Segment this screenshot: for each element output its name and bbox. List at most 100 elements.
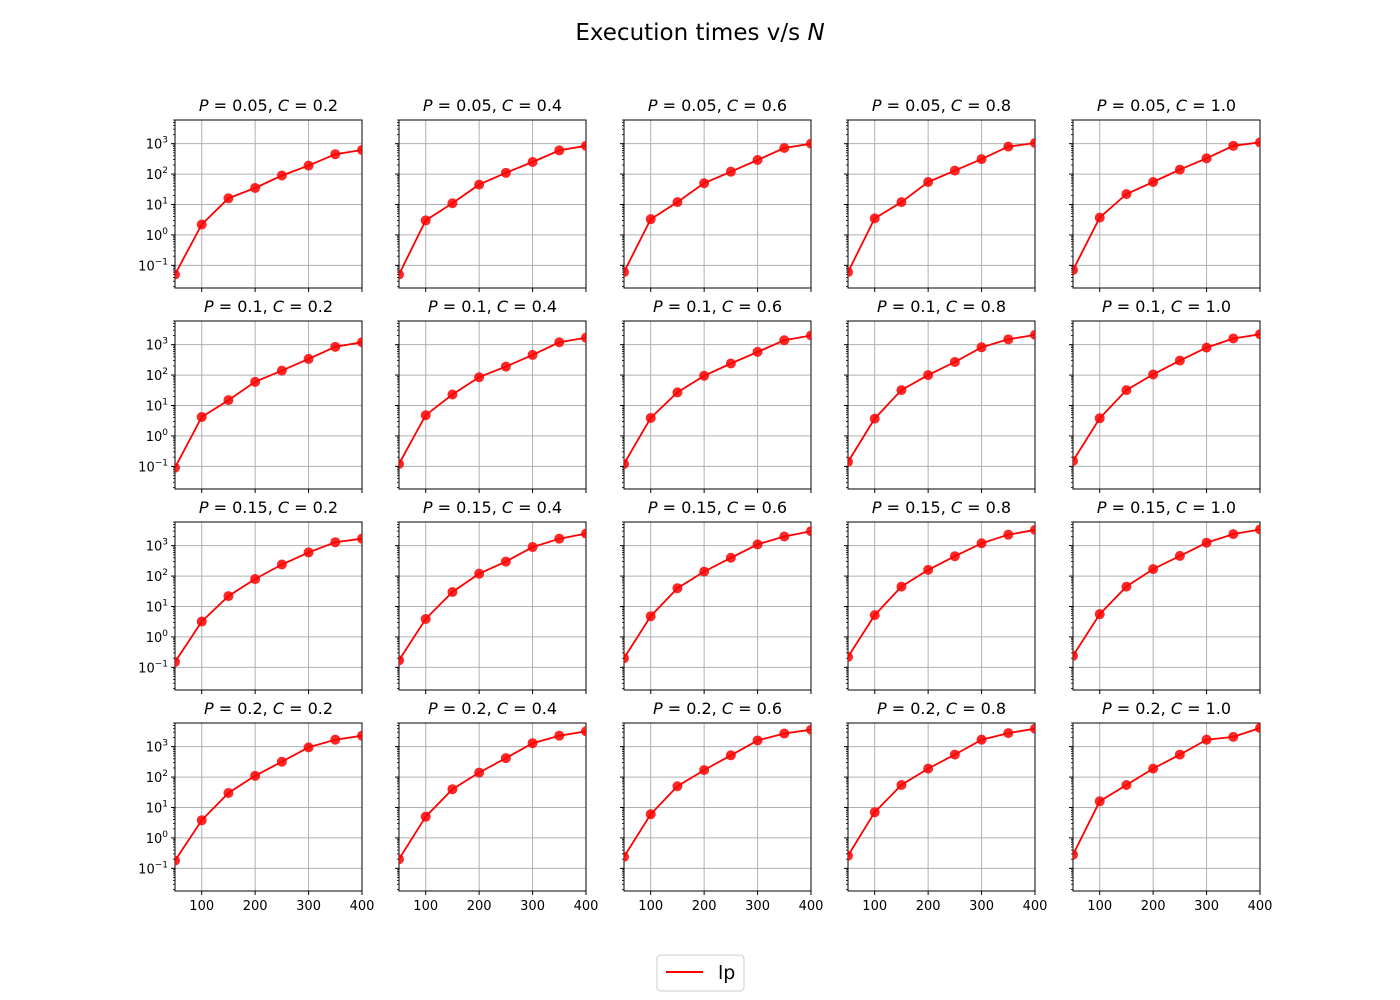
data-point	[250, 182, 261, 193]
data-point	[923, 564, 934, 575]
data-point	[447, 198, 458, 209]
axes-frame	[398, 320, 587, 490]
x-tick-label: 300	[745, 899, 770, 914]
data-point	[725, 166, 736, 177]
data-point	[554, 533, 565, 544]
data-point	[554, 337, 565, 348]
legend: lp	[656, 954, 745, 992]
data-point	[175, 269, 180, 280]
axes-frame	[174, 119, 363, 289]
subplot-title: P = 0.15, C = 0.2	[199, 498, 338, 517]
axes-frame	[174, 722, 363, 892]
y-tick-label: 10−1	[138, 257, 168, 274]
data-point	[976, 734, 987, 745]
subplot-title: P = 0.05, C = 1.0	[1097, 96, 1236, 115]
subplot-12: P = 0.15, C = 0.4	[395, 498, 587, 694]
data-point	[1030, 138, 1035, 149]
data-point	[806, 526, 811, 537]
subplot-title: P = 0.05, C = 0.4	[423, 96, 562, 115]
data-point	[474, 179, 485, 190]
subplot-title: P = 0.1, C = 0.2	[204, 297, 333, 316]
data-point	[474, 372, 485, 383]
data-point	[1148, 176, 1159, 187]
data-point	[624, 458, 629, 469]
subplot-8: P = 0.1, C = 0.6	[620, 297, 812, 493]
x-tick-label: 100	[638, 899, 663, 914]
series-lp	[624, 330, 811, 469]
axes-frame	[1072, 722, 1261, 892]
x-tick-label: 300	[1194, 899, 1219, 914]
data-point	[420, 613, 431, 624]
data-point	[624, 851, 629, 862]
data-point	[645, 214, 656, 225]
series-line	[624, 530, 811, 659]
data-point	[645, 611, 656, 622]
series-line	[848, 727, 1035, 857]
subplot-title: P = 0.1, C = 0.6	[653, 297, 782, 316]
data-point	[527, 542, 538, 553]
series-line	[399, 336, 586, 465]
data-point	[672, 781, 683, 792]
data-point	[1030, 524, 1035, 535]
series-lp	[624, 724, 811, 862]
x-tick-label: 100	[862, 899, 887, 914]
legend-label: lp	[718, 962, 735, 984]
data-point	[500, 753, 511, 764]
data-point	[752, 346, 763, 357]
y-tick-label: 102	[146, 568, 168, 585]
data-point	[223, 395, 234, 406]
data-point	[1174, 355, 1185, 366]
subplot-9: P = 0.1, C = 0.8	[844, 297, 1036, 493]
data-point	[869, 610, 880, 621]
subplot-7: P = 0.1, C = 0.4	[395, 297, 587, 493]
data-point	[330, 734, 341, 745]
data-point	[949, 749, 960, 760]
subplot-13: P = 0.15, C = 0.6	[620, 498, 812, 694]
data-point	[848, 850, 853, 861]
series-lp	[624, 138, 811, 278]
series-line	[848, 334, 1035, 463]
series-line	[624, 142, 811, 273]
series-line	[848, 529, 1035, 658]
axes-frame	[623, 722, 812, 892]
data-point	[196, 219, 207, 230]
data-point	[923, 176, 934, 187]
data-point	[806, 138, 811, 149]
data-point	[949, 356, 960, 367]
data-point	[645, 809, 656, 820]
data-point	[447, 389, 458, 400]
data-point	[699, 765, 710, 776]
data-point	[1201, 153, 1212, 164]
series-line	[624, 334, 811, 465]
series-line	[848, 142, 1035, 273]
data-point	[699, 178, 710, 189]
subplot-title: P = 0.2, C = 0.8	[877, 699, 1006, 718]
series-line	[175, 149, 362, 275]
data-point	[752, 735, 763, 746]
subplot-20: 100 200 300 400 P = 0.2, C = 1.0	[1069, 699, 1272, 914]
data-point	[1121, 385, 1132, 396]
data-point	[500, 167, 511, 178]
subplot-title: P = 0.2, C = 1.0	[1102, 699, 1231, 718]
series-lp	[848, 329, 1035, 467]
subplot-title: P = 0.05, C = 0.2	[199, 96, 338, 115]
data-point	[399, 655, 404, 666]
series-line	[399, 730, 586, 860]
subplot-17: 100 200 300 400 P = 0.2, C = 0.4	[395, 699, 598, 914]
axes-frame	[623, 320, 812, 490]
data-point	[1174, 164, 1185, 175]
axes-frame	[174, 521, 363, 691]
data-point	[923, 763, 934, 774]
axes-frame	[398, 722, 587, 892]
data-point	[357, 144, 362, 155]
series-line	[399, 144, 586, 275]
axes-frame	[847, 320, 1036, 490]
series-line	[1073, 141, 1260, 271]
data-point	[420, 215, 431, 226]
subplot-title: P = 0.05, C = 0.6	[648, 96, 787, 115]
subplot-18: 100 200 300 400 P = 0.2, C = 0.6	[620, 699, 823, 914]
data-point	[779, 728, 790, 739]
axes-frame	[847, 722, 1036, 892]
subplot-16: 10−1 100 101 102 103 100 200 300 400 P = 0.2, C =…	[138, 699, 374, 914]
